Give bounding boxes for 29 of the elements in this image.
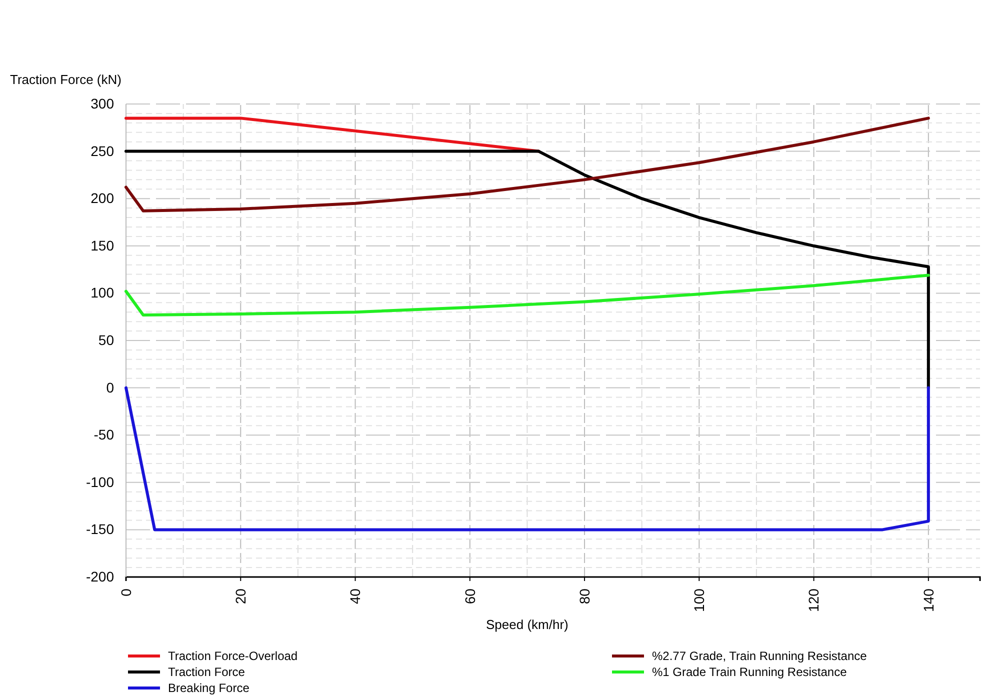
line-series bbox=[124, 116, 930, 212]
legend-label: %2.77 Grade, Train Running Resistance bbox=[652, 649, 868, 663]
y-tick-label: 250 bbox=[90, 142, 114, 159]
x-tick-label: 60 bbox=[462, 588, 478, 604]
x-tick-label: 20 bbox=[232, 588, 249, 604]
x-tick-label: 40 bbox=[347, 588, 364, 604]
legend-label: Traction Force-Overload bbox=[168, 649, 298, 663]
legend-label: Breaking Force bbox=[168, 681, 250, 695]
x-tick-label: 0 bbox=[118, 588, 134, 596]
x-axis-title: Speed (km/hr) bbox=[486, 617, 568, 632]
y-tick-label: 100 bbox=[90, 284, 114, 301]
y-tick-label: -150 bbox=[86, 521, 114, 538]
y-tick-label: 0 bbox=[106, 379, 114, 396]
y-tick-label: 50 bbox=[98, 332, 114, 348]
y-tick-label: 200 bbox=[90, 190, 114, 206]
x-tick-label: 80 bbox=[576, 588, 592, 604]
legend-label: Traction Force bbox=[168, 665, 246, 679]
line-series bbox=[124, 150, 930, 390]
y-tick-label: -100 bbox=[86, 474, 114, 490]
y-tick-label: 300 bbox=[90, 95, 114, 112]
y-tick-label: -50 bbox=[94, 426, 114, 443]
line-series bbox=[124, 274, 930, 316]
y-axis-title: Traction Force (kN) bbox=[10, 72, 122, 87]
x-tick-label: 120 bbox=[806, 588, 822, 612]
x-tick-label: 140 bbox=[920, 588, 936, 612]
x-tick-label: 100 bbox=[691, 588, 708, 612]
y-tick-label: -200 bbox=[86, 568, 114, 584]
legend-label: %1 Grade Train Running Resistance bbox=[652, 665, 848, 679]
y-tick-label: 150 bbox=[90, 237, 114, 254]
